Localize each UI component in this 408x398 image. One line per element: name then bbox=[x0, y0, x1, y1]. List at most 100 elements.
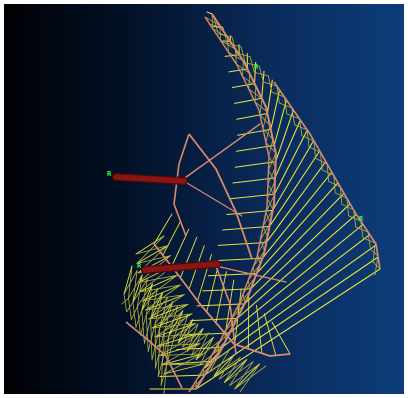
inner-lattice bbox=[148, 313, 193, 320]
truss-lattice bbox=[268, 155, 276, 168]
brace-rib bbox=[181, 179, 243, 217]
truss-chord bbox=[236, 213, 357, 319]
truss-lattice bbox=[235, 63, 251, 74]
lower-cross-truss bbox=[186, 332, 209, 352]
inner-lattice bbox=[142, 274, 178, 302]
support-arm-lower bbox=[142, 261, 220, 273]
truss-chord bbox=[236, 113, 268, 120]
truss-chord bbox=[206, 11, 213, 15]
truss-chord bbox=[224, 54, 240, 57]
truss-lattice bbox=[328, 180, 341, 188]
truss-chord bbox=[217, 242, 267, 246]
truss-chord bbox=[169, 360, 214, 365]
inner-spoke bbox=[139, 274, 178, 293]
truss-lattice bbox=[226, 42, 242, 48]
lower-cross-truss bbox=[173, 319, 194, 340]
truss-chord bbox=[222, 225, 270, 231]
lower-cross-truss bbox=[123, 265, 133, 295]
inner-spoke bbox=[156, 333, 199, 347]
inner-spoke bbox=[153, 213, 173, 245]
inner-spoke bbox=[206, 262, 220, 313]
lower-cross-truss bbox=[130, 306, 138, 320]
truss-lattice bbox=[321, 169, 335, 176]
truss-lattice bbox=[334, 192, 348, 199]
truss-chord bbox=[253, 61, 257, 85]
truss-lattice bbox=[254, 101, 268, 113]
truss-lattice bbox=[372, 261, 381, 270]
truss-lattice bbox=[308, 146, 321, 153]
truss-chord bbox=[256, 182, 339, 275]
truss-chord bbox=[261, 70, 265, 99]
brace-rib bbox=[215, 265, 287, 283]
truss-lattice bbox=[278, 102, 293, 109]
truss-lattice bbox=[244, 62, 260, 67]
truss-chord bbox=[268, 150, 321, 227]
lower-cross-truss bbox=[229, 363, 261, 387]
support-marker-left-arm: R bbox=[107, 170, 112, 178]
truss-lattice bbox=[268, 169, 276, 182]
lower-cross-truss bbox=[132, 301, 137, 328]
inner-spoke bbox=[163, 363, 205, 375]
lower-cross-truss bbox=[135, 310, 143, 328]
strut-rib bbox=[173, 133, 190, 237]
truss-frame-scene bbox=[112, 11, 381, 394]
lower-cross-truss bbox=[223, 359, 248, 383]
truss-lattice bbox=[262, 81, 278, 87]
truss-chord bbox=[237, 128, 272, 136]
truss-lattice bbox=[266, 197, 274, 210]
inner-lattice bbox=[158, 333, 199, 356]
inner-spoke bbox=[145, 294, 185, 311]
truss-chord bbox=[234, 161, 277, 168]
inner-lattice bbox=[135, 245, 168, 255]
inner-lattice bbox=[151, 323, 197, 329]
lower-cross-truss bbox=[213, 354, 235, 377]
truss-lattice bbox=[253, 71, 269, 77]
inner-spoke bbox=[256, 304, 263, 354]
inner-rib bbox=[125, 321, 183, 389]
lower-cross-truss bbox=[160, 338, 174, 386]
lower-cross-truss bbox=[218, 359, 248, 380]
lower-cross-truss bbox=[143, 318, 152, 344]
lower-cross-truss bbox=[128, 297, 132, 320]
truss-chord bbox=[228, 68, 248, 73]
inner-lattice bbox=[151, 303, 189, 329]
truss-chord bbox=[232, 83, 255, 88]
inner-spoke bbox=[135, 235, 165, 255]
inner-spoke bbox=[263, 313, 277, 356]
inner-lattice bbox=[142, 294, 185, 302]
inner-spoke bbox=[179, 236, 198, 279]
lower-cross-truss bbox=[136, 306, 141, 336]
lower-cross-truss bbox=[209, 354, 235, 373]
inner-lattice bbox=[145, 303, 189, 311]
truss-lattice bbox=[286, 113, 300, 120]
truss-lattice bbox=[348, 215, 362, 222]
truss-lattice bbox=[301, 135, 315, 142]
outer-rib bbox=[273, 81, 381, 270]
lower-cross-truss bbox=[126, 301, 134, 313]
truss-chord bbox=[274, 119, 301, 179]
main-rib bbox=[195, 13, 277, 390]
inner-lattice bbox=[163, 353, 203, 375]
truss-lattice bbox=[315, 157, 328, 165]
truss-chord bbox=[261, 171, 333, 259]
truss-diagonals bbox=[121, 11, 381, 394]
truss-chord bbox=[250, 192, 345, 290]
support-arms bbox=[112, 173, 221, 274]
inner-spoke bbox=[162, 221, 181, 256]
lower-cross-truss bbox=[234, 363, 261, 390]
truss-lattice bbox=[262, 128, 274, 140]
truss-lattice bbox=[259, 114, 271, 126]
support-marker-lower-arm: R bbox=[137, 262, 142, 270]
render-viewport: R R R R bbox=[4, 4, 404, 394]
lower-cross-truss bbox=[204, 349, 230, 369]
inner-spoke bbox=[142, 284, 181, 302]
inner-lattice bbox=[136, 235, 165, 264]
lower-cross-truss bbox=[177, 323, 199, 344]
inner-rib bbox=[188, 133, 253, 260]
support-arm-upper bbox=[113, 174, 187, 184]
lower-cross-truss bbox=[191, 336, 214, 356]
inner-spoke bbox=[148, 303, 189, 320]
lower-cross-truss bbox=[186, 328, 204, 352]
truss-chord bbox=[235, 144, 275, 152]
truss-lattice bbox=[265, 141, 277, 154]
